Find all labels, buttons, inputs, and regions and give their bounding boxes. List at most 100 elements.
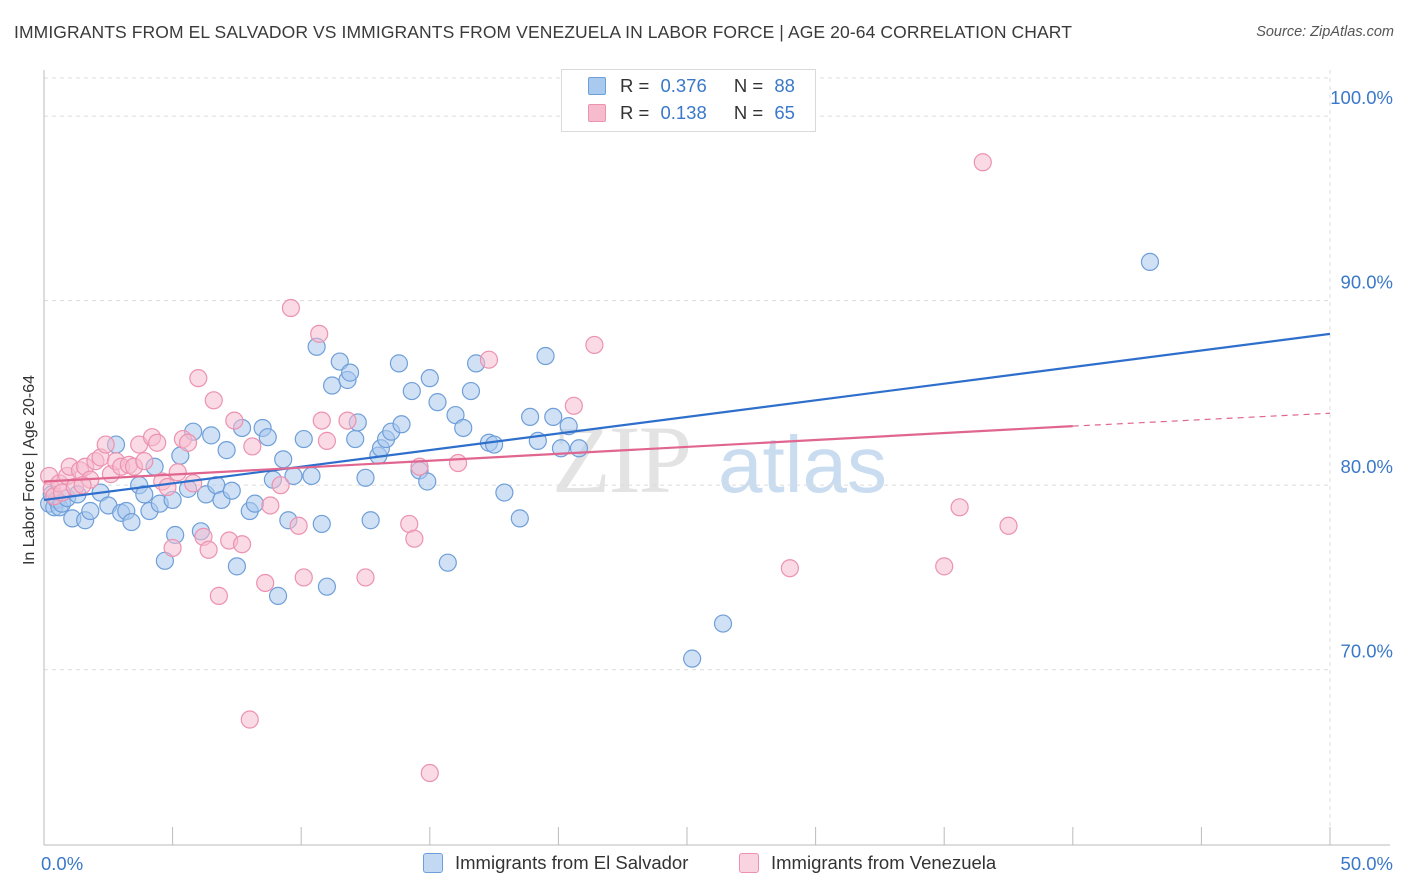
legend-r-label: R = [620,102,650,123]
point-venezuela [204,391,223,410]
legend-n-value-1: 88 [774,75,795,96]
legend-n-label: N = [733,75,764,96]
trend-line-venezuela [43,425,1073,483]
point-venezuela [225,411,244,430]
point-el-salvador [1140,252,1160,272]
y-tick-label: 100.0% [1330,87,1393,108]
point-venezuela [148,433,167,452]
point-el-salvador [294,429,313,449]
point-el-salvador [454,418,473,438]
point-venezuela [189,369,208,388]
legend-swatch-pink [588,104,606,122]
bottom-legend-label-1: Immigrants from El Salvador [455,852,689,873]
watermark-atlas: atlas [718,420,887,509]
point-el-salvador [420,369,439,388]
point-venezuela [178,433,198,452]
point-el-salvador [222,481,241,500]
y-tick-label: 90.0% [1341,272,1393,293]
point-venezuela [158,477,177,497]
point-venezuela [950,498,969,517]
point-venezuela [232,535,252,554]
point-el-salvador [346,429,365,449]
point-el-salvador [81,501,100,521]
source-label: Source: ZipAtlas.com [1256,24,1394,40]
point-venezuela [935,557,954,576]
point-el-salvador [258,428,277,447]
point-el-salvador [227,557,246,576]
point-venezuela [256,573,275,593]
point-el-salvador [418,472,437,491]
point-el-salvador [485,435,504,454]
point-el-salvador [202,426,221,445]
point-venezuela [73,476,92,495]
bottom-legend-swatch-pink [739,853,759,873]
point-venezuela [281,298,301,318]
point-el-salvador [544,407,563,427]
y-tick-label: 80.0% [1341,456,1393,477]
point-el-salvador [495,483,514,502]
legend-n-label: N = [733,102,764,123]
point-venezuela [96,435,115,454]
point-venezuela [338,411,357,430]
point-el-salvador [713,614,733,633]
point-venezuela [405,529,424,548]
trend-line-dashed-venezuela [1072,412,1331,427]
point-el-salvador [302,466,321,486]
point-el-salvador [559,417,578,436]
point-el-salvador [389,354,409,373]
legend-n-value-2: 65 [774,102,795,123]
point-el-salvador [340,363,360,382]
point-venezuela [294,568,313,587]
point-venezuela [261,496,280,515]
point-venezuela [271,476,290,495]
bottom-legend-swatch-blue [423,853,443,873]
legend-r-value-1: 0.376 [660,75,707,96]
point-el-salvador [392,415,411,434]
point-el-salvador [312,514,331,534]
point-venezuela [999,516,1018,535]
point-el-salvador [122,512,141,532]
point-venezuela [209,586,228,605]
x-tick-label: 0.0% [41,853,83,874]
trend-line-el-salvador [43,332,1331,502]
point-venezuela [135,452,154,471]
point-venezuela [184,474,203,493]
point-venezuela [448,453,468,473]
point-el-salvador [274,450,293,469]
point-el-salvador [356,468,375,487]
y-axis-label: In Labor Force | Age 20-64 [21,374,38,566]
point-el-salvador [536,346,555,366]
legend-swatch-blue [588,77,606,95]
point-venezuela [585,335,604,355]
point-el-salvador [317,577,337,596]
point-venezuela [163,538,182,558]
point-venezuela [168,463,187,482]
point-venezuela [780,559,799,578]
point-el-salvador [402,381,421,401]
chart-title: IMMIGRANTS FROM EL SALVADOR VS IMMIGRANT… [14,22,1073,42]
point-venezuela [240,710,259,729]
point-el-salvador [521,407,540,427]
point-el-salvador [268,586,288,605]
point-el-salvador [569,439,589,458]
point-el-salvador [322,376,342,395]
point-el-salvador [361,511,380,530]
stats-legend: R = 0.376 N = 88 R = 0.138 N = 65 [561,69,816,132]
bottom-legend-label-2: Immigrants from Venezuela [771,852,997,873]
point-venezuela [420,763,439,783]
point-venezuela [289,516,308,535]
point-venezuela [479,350,499,369]
legend-r-label: R = [620,75,650,96]
point-venezuela [356,568,375,587]
legend-r-value-2: 0.138 [660,102,707,123]
point-el-salvador [428,393,447,412]
point-el-salvador [245,494,265,513]
point-venezuela [973,153,992,172]
point-venezuela [199,540,218,559]
point-el-salvador [510,509,529,528]
x-tick-label: 50.0% [1341,853,1393,874]
point-el-salvador [330,352,349,371]
point-el-salvador [438,553,457,572]
point-el-salvador [461,381,481,401]
